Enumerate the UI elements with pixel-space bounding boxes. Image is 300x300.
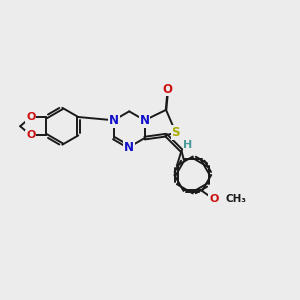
- Text: O: O: [163, 82, 172, 96]
- Text: O: O: [26, 112, 36, 122]
- Text: CH₃: CH₃: [225, 194, 246, 204]
- Text: N: N: [140, 114, 150, 127]
- Text: O: O: [209, 194, 219, 204]
- Text: H: H: [183, 140, 193, 150]
- Text: N: N: [124, 140, 134, 154]
- Text: S: S: [172, 126, 180, 139]
- Text: N: N: [109, 114, 119, 127]
- Text: O: O: [26, 130, 36, 140]
